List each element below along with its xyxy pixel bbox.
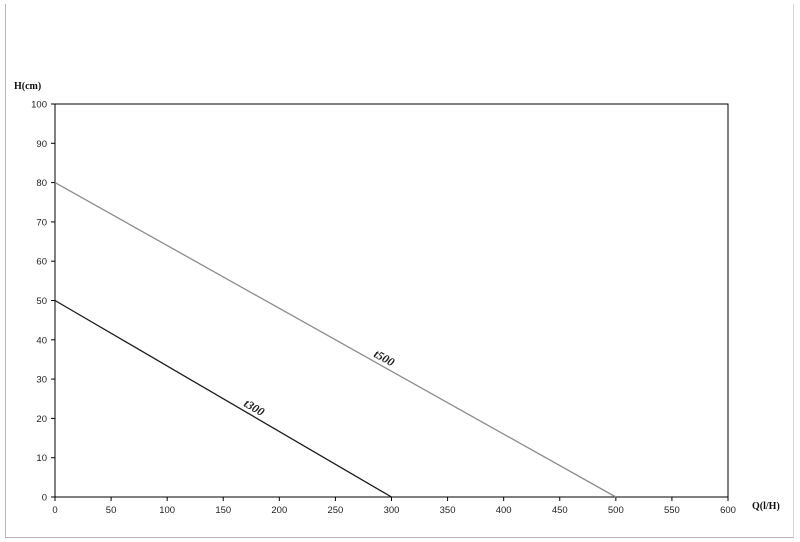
y-axis-label: H(cm): [14, 81, 41, 92]
y-tick-label: 0: [42, 493, 47, 504]
y-tick-label: 100: [31, 100, 47, 111]
y-tick-label: 50: [36, 296, 47, 307]
chart-frame: [5, 4, 794, 538]
x-axis-label: Q(l/H): [752, 501, 780, 512]
x-tick-label: 300: [384, 505, 400, 516]
series-line-t500: [54, 182, 617, 498]
x-tick-label: 200: [271, 505, 287, 516]
x-tick-label: 250: [327, 505, 343, 516]
y-tick-label: 90: [36, 139, 47, 150]
x-tick-label: 550: [664, 505, 680, 516]
series-line-t300: [54, 299, 392, 498]
x-axis: 0 50 100 150 200 250 300 350 400 450 500 550 600: [52, 497, 736, 516]
y-tick-label: 10: [36, 453, 47, 464]
x-tick-label: 150: [215, 505, 231, 516]
y-tick-label: 70: [36, 217, 47, 228]
y-tick-label: 80: [36, 178, 47, 189]
y-tick-label: 30: [36, 375, 47, 386]
x-tick-label: 350: [440, 505, 456, 516]
y-tick-label: 60: [36, 257, 47, 268]
y-tick-label: 20: [36, 414, 47, 425]
x-tick-label: 50: [106, 505, 117, 516]
x-tick-label: 100: [159, 505, 175, 516]
y-tick-label: 40: [36, 335, 47, 346]
y-axis: 0 10 20 30 40 50 60 70 80 90 100: [31, 100, 55, 504]
x-tick-label: 0: [52, 505, 57, 516]
x-tick-label: 400: [496, 505, 512, 516]
x-tick-label: 450: [552, 505, 568, 516]
plot-area: [54, 103, 729, 498]
x-tick-label: 500: [608, 505, 624, 516]
x-tick-label: 600: [720, 505, 736, 516]
